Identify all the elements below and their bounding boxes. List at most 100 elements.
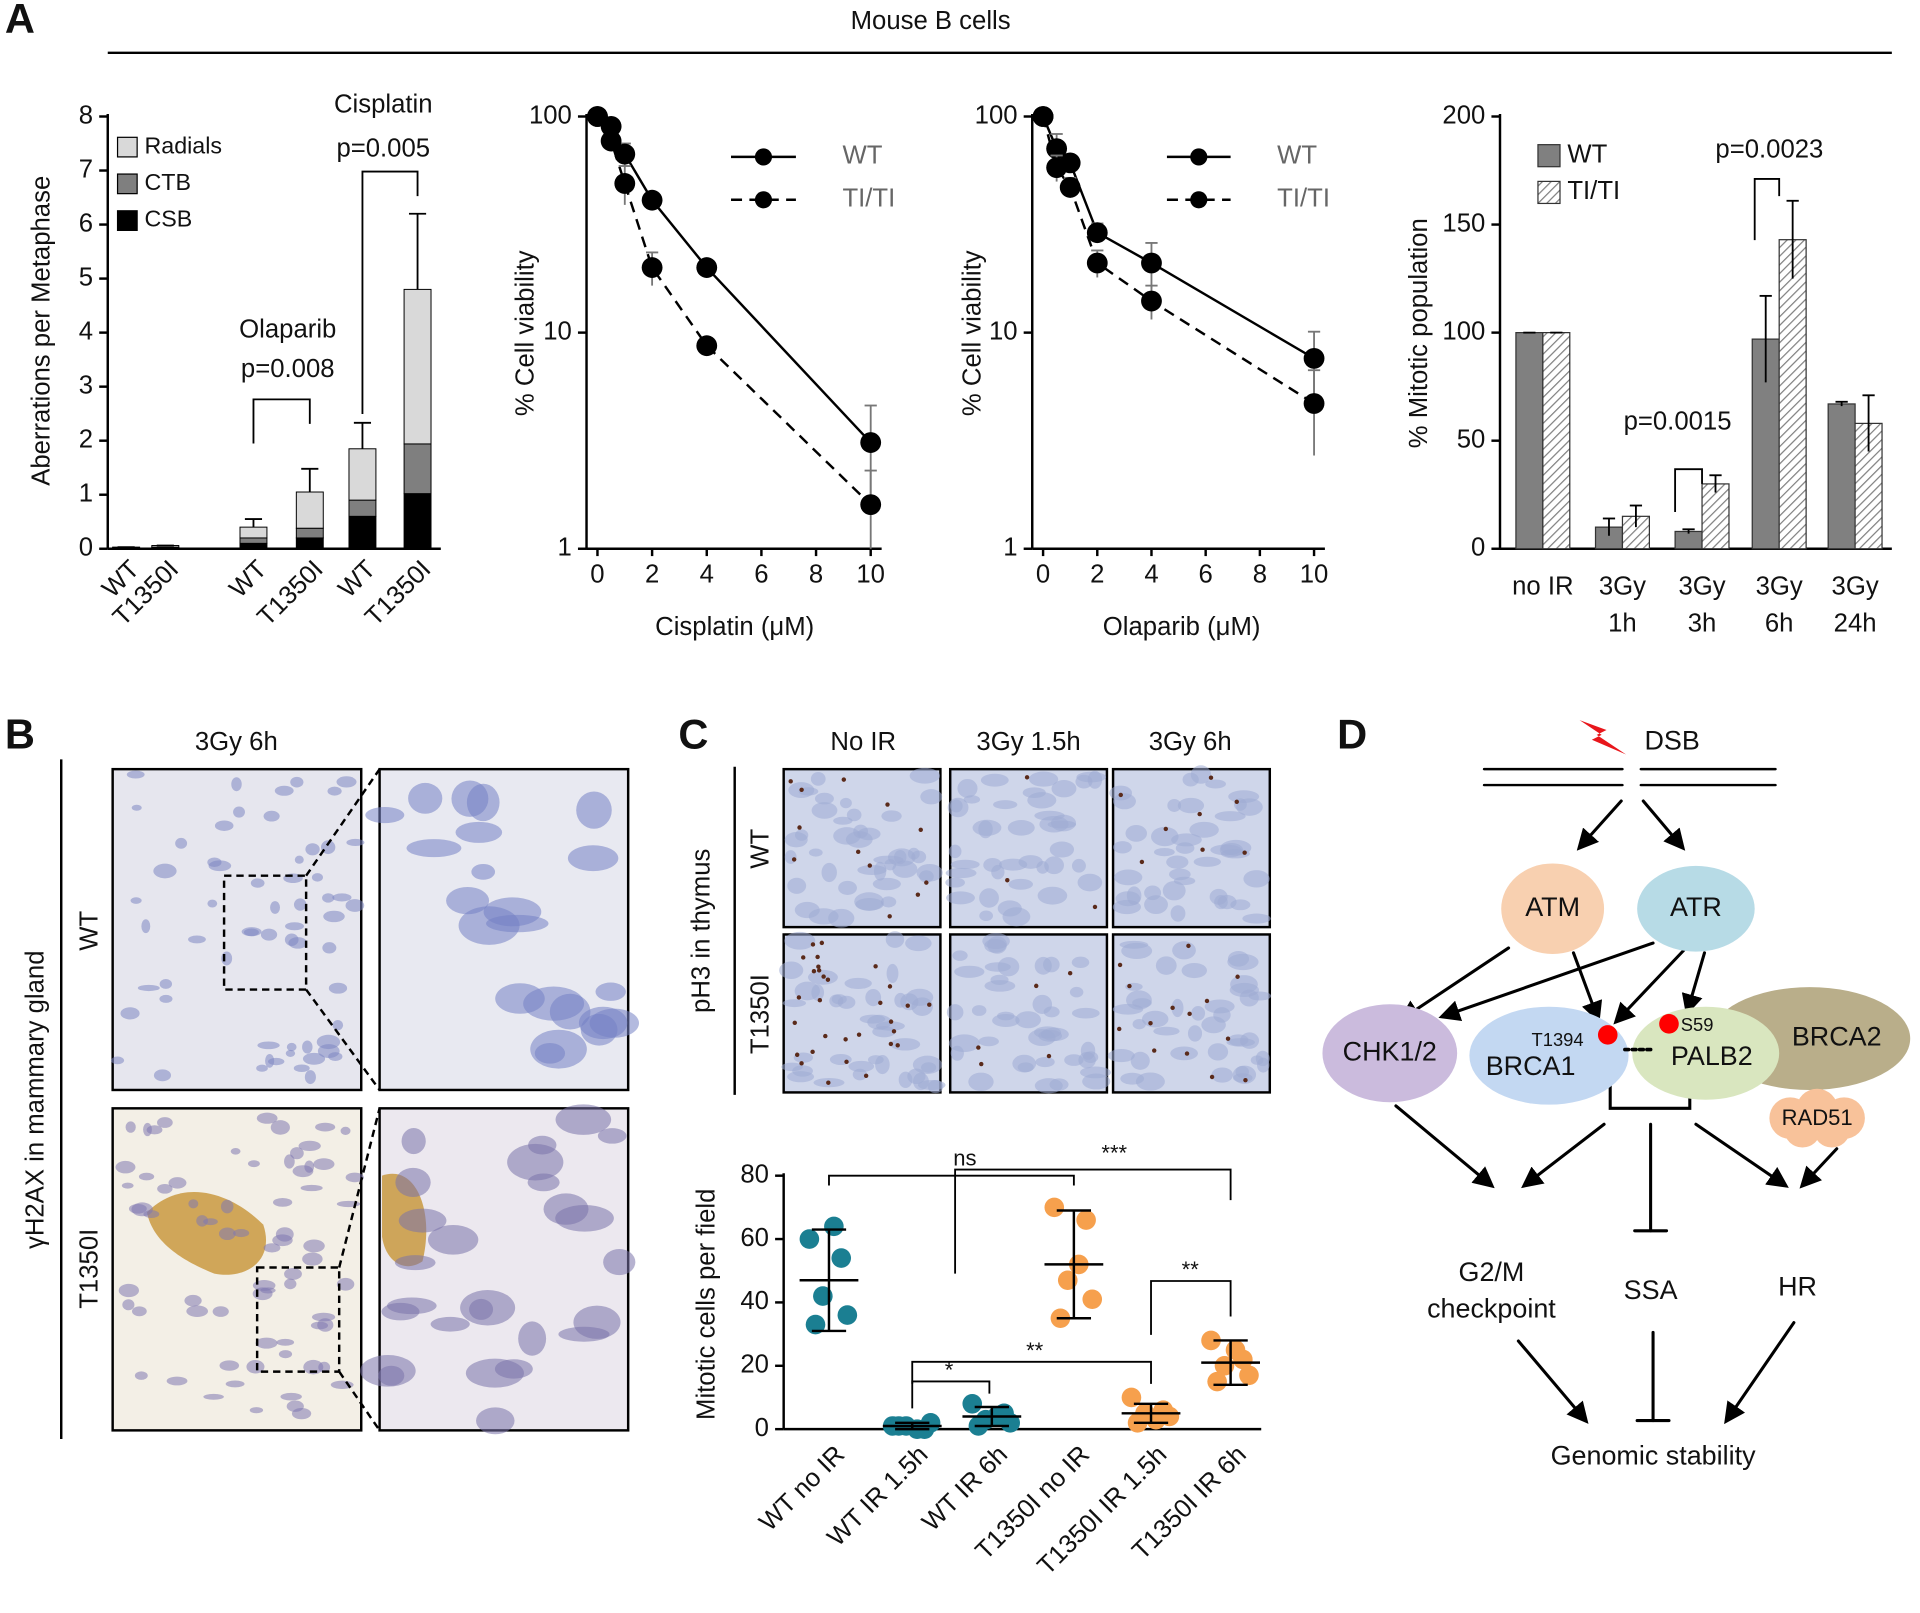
stained-cell [976,1045,981,1050]
arrows [1394,799,1839,1425]
cell [207,899,218,908]
cell [360,1355,416,1387]
stained-cell [1163,826,1169,832]
data-point [614,143,636,165]
cell [159,979,173,989]
bar-segment [239,537,268,544]
stained-cell [1209,1074,1215,1080]
cell [1114,869,1143,886]
cell [270,1120,290,1135]
stained-cell [915,892,921,897]
cell [286,1400,304,1412]
cell [1172,941,1196,960]
cell [134,1371,148,1380]
cell [890,1038,921,1051]
micrograph [782,767,943,929]
cell [328,982,348,994]
x-tick-label: 3h [1688,609,1717,637]
cell [241,927,262,937]
cell [220,1199,234,1214]
data-point [696,335,718,357]
legend-label: Radials [144,132,222,158]
stained-cell [1235,974,1240,979]
cell [980,773,1009,787]
cell [203,1393,224,1400]
stained-cell [1005,878,1010,883]
cell [1107,1049,1135,1063]
row-axis-title: pH3 in thymus [688,849,716,1013]
cell [993,800,1018,810]
cell [880,896,897,908]
cell [313,1158,335,1170]
cell [945,867,977,879]
stained-cell [788,779,793,784]
column-title: 3Gy 6h [195,728,278,756]
column-title: 3Gy 1.5h [976,728,1080,756]
cell [1205,779,1226,789]
cell [567,845,619,872]
cell [284,1267,302,1280]
cell [881,810,902,822]
bar [1778,239,1807,550]
node [1501,863,1605,955]
cell [811,984,825,1001]
row-axis-title: γH2AX in mammary gland [22,950,50,1249]
cell [979,910,993,922]
cell [784,850,797,864]
stained-cell [819,940,825,946]
cell [848,1060,875,1072]
cell [1144,895,1168,915]
cell [829,994,844,1008]
cell [528,1135,557,1155]
data-point [1141,290,1162,312]
cell [302,1040,313,1054]
cell [872,877,901,891]
cell [141,919,151,934]
node-label: ATM [1525,892,1580,922]
outcome-label: HR [1778,1271,1817,1301]
cell [1036,861,1049,874]
micrograph [111,767,365,1092]
x-tick-label: 6 [754,560,768,588]
node [1322,1004,1458,1103]
data-point [1303,347,1325,369]
data-point [1225,1340,1246,1360]
cell [300,1184,323,1192]
stained-cell [826,1080,831,1085]
phospho-site [1659,1014,1679,1034]
cell [885,931,905,948]
stained-cell [1186,943,1191,949]
cell [137,984,160,992]
zoom-box [222,874,308,991]
micrograph [779,931,946,1094]
legend-swatch [116,210,138,231]
panel-title: Mouse B cells [851,7,1011,35]
stained-cell [887,914,892,919]
significance-bracket [1753,178,1781,241]
stained-cell [844,1059,849,1064]
cell [406,839,462,858]
stained-cell [794,1052,800,1057]
column-title: No IR [830,728,896,756]
cell [365,806,405,824]
bar [1701,483,1730,550]
cell [471,863,496,880]
data-point [1141,252,1162,274]
zoom-box [255,1266,341,1373]
cell [430,1316,470,1332]
y-tick-label: 80 [740,1160,769,1188]
cell [1130,1051,1150,1070]
cell [1227,953,1259,971]
legend-label: CSB [144,206,192,232]
cell [1190,765,1212,784]
cell [286,1042,297,1052]
cell [231,777,242,792]
annotation: Cisplatin [334,90,433,118]
node [1637,865,1755,952]
stained-cell [885,802,890,807]
cell [1167,798,1182,812]
stained-cell [1117,962,1123,968]
stained-cell [821,974,826,979]
x-tick-label: 10 [856,560,885,588]
cell [322,893,335,903]
